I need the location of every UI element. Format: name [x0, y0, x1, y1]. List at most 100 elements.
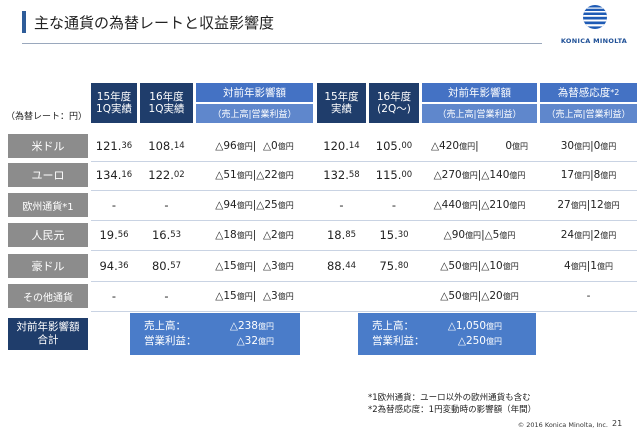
- impact2-3-op-unit: 億円: [499, 230, 516, 240]
- impact1-2: △94 億円 |△25 億円: [196, 193, 313, 217]
- footnotes: *1欧州通貨：ユーロ以外の欧州通貨も含む *2為替感応度：1円変動時の影響額（年…: [368, 392, 536, 416]
- sensitivity-4-op: |1: [586, 260, 597, 272]
- impact1-3-sales: △18: [215, 229, 237, 241]
- header-sensitivity: 為替感応度 *2: [540, 83, 637, 102]
- sensitivity-0-op-unit: 億円: [600, 141, 617, 151]
- title-bar: 主な通貨の為替レートと収益影響度: [0, 8, 545, 44]
- impact2-0-sales-unit: 億円: [459, 141, 476, 151]
- fy16q1-rate-0: 108. 14: [140, 134, 193, 158]
- impact2-1-sales-unit: 億円: [461, 170, 478, 180]
- header-fy15: 15年度 実績: [317, 83, 366, 123]
- row-divider-3: [91, 250, 637, 251]
- fy16-rate-1-dec: 00: [401, 170, 413, 180]
- total-box-fy: 売上高： △1,050億円 営業利益： △250億円: [358, 313, 536, 355]
- sensitivity-3-op: |2: [590, 229, 601, 241]
- total-fy-op: △250億円: [457, 335, 502, 347]
- fy16-rate-5: [369, 284, 419, 308]
- total-1q-op-label: 営業利益：: [144, 335, 197, 347]
- fy15q1-rate-5-int: -: [111, 289, 117, 303]
- impact2-4-op: |△10: [477, 260, 503, 272]
- total-1q-sales-label: 売上高：: [144, 320, 186, 332]
- fy15q1-rate-0: 121. 36: [91, 134, 137, 158]
- copyright: © 2016 Konica Minolta, Inc.: [517, 421, 608, 429]
- row-label-0: 米ドル: [8, 134, 88, 158]
- fy15-rate-1-int: 132.: [323, 168, 349, 182]
- row-label-2: 欧州通貨*1: [8, 193, 88, 217]
- sensitivity-1-sales-unit: 億円: [574, 170, 591, 180]
- fy15q1-rate-1-dec: 16: [121, 170, 133, 180]
- impact2-2: △440 億円 |△210 億円: [422, 193, 537, 217]
- konica-minolta-logo: KONICA MINOLTA: [552, 4, 636, 50]
- impact2-3: △90 億円 |△5 億円: [422, 223, 537, 247]
- sensitivity-4-sales: 4: [564, 260, 571, 272]
- row-label-1: ユーロ: [8, 163, 88, 187]
- row-divider-0: [91, 161, 637, 162]
- fy16-rate-2: -: [369, 193, 419, 217]
- sensitivity-0-sales-unit: 億円: [574, 141, 591, 151]
- impact2-0-op-unit: 億円: [512, 141, 529, 151]
- sensitivity-0-op: |0: [590, 140, 601, 152]
- fy16-rate-1-int: 115.: [375, 168, 402, 182]
- impact2-4: △50 億円 |△10 億円: [422, 254, 537, 278]
- impact2-2-sales: △440: [433, 199, 462, 211]
- impact1-2-op-unit: 億円: [277, 200, 294, 210]
- fy16-rate-3-dec: 30: [397, 230, 409, 240]
- fy15-rate-2-int: -: [339, 198, 344, 212]
- impact2-4-sales-unit: 億円: [461, 261, 478, 271]
- impact1-3: △18 億円 | △2 億円: [196, 223, 313, 247]
- sensitivity-4: 4 億円 |1 億円: [540, 254, 637, 278]
- fy15q1-rate-5: -: [91, 284, 137, 308]
- impact2-1-sales: △270: [433, 169, 462, 181]
- fy15q1-rate-4-int: 94.: [99, 259, 118, 273]
- impact2-0: △420 億円 | 0 億円: [422, 134, 537, 158]
- fy15-rate-0: 120. 14: [317, 134, 366, 158]
- fy16q1-rate-4: 80. 57: [140, 254, 193, 278]
- impact1-4-op: | △3: [252, 260, 278, 272]
- impact2-2-sales-unit: 億円: [461, 200, 478, 210]
- sensitivity-4-op-unit: 億円: [596, 261, 613, 271]
- impact1-0-op: | △0: [252, 140, 278, 152]
- impact1-2-sales-unit: 億円: [236, 200, 253, 210]
- impact1-5-sales: △15: [215, 290, 237, 302]
- fy15q1-rate-2: -: [91, 193, 137, 217]
- impact2-5-sales-unit: 億円: [461, 291, 478, 301]
- impact1-0-sales: △96: [215, 140, 237, 152]
- impact2-5-op: |△20: [477, 290, 503, 302]
- impact2-2-op: |△210: [477, 199, 510, 211]
- header-fy16: 16年度 (2Q～): [369, 83, 419, 123]
- fy15q1-rate-3: 19. 56: [91, 223, 137, 247]
- fy15-rate-2: -: [317, 193, 366, 217]
- fy15-rate-3-int: 18.: [326, 228, 346, 242]
- impact2-4-op-unit: 億円: [502, 261, 519, 271]
- fy16q1-rate-5-int: -: [164, 289, 169, 303]
- row-label-5: その他通貨: [8, 284, 88, 308]
- fy16q1-rate-3-dec: 53: [170, 230, 182, 240]
- sensitivity-1-sales: 17: [560, 169, 575, 181]
- fy16q1-rate-0-int: 108.: [148, 139, 174, 153]
- header-sensitivity-label: 為替感応度: [557, 87, 611, 99]
- impact2-1: △270 億円 |△140 億円: [422, 163, 537, 187]
- fy16q1-rate-2-int: -: [164, 198, 169, 212]
- row-divider-2: [91, 220, 637, 221]
- impact2-3-sales-unit: 億円: [465, 230, 482, 240]
- fy15q1-rate-0-int: 121.: [95, 139, 122, 153]
- impact2-2-op-unit: 億円: [509, 200, 526, 210]
- impact1-1-op-unit: 億円: [277, 170, 294, 180]
- impact1-5-op: | △3: [252, 290, 278, 302]
- impact2-5-op-unit: 億円: [502, 291, 519, 301]
- impact1-0: △96 億円 | △0 億円: [196, 134, 313, 158]
- sensitivity-1-op: |8: [590, 169, 601, 181]
- fy16q1-rate-2: -: [140, 193, 193, 217]
- fy16q1-rate-3: 16. 53: [140, 223, 193, 247]
- sensitivity-1-op-unit: 億円: [600, 170, 617, 180]
- header-fy15-q1: 15年度 1Q実績: [91, 83, 137, 123]
- impact1-2-sales: △94: [215, 199, 237, 211]
- fy15-rate-4-int: 88.: [326, 259, 346, 273]
- fy16q1-rate-4-int: 80.: [151, 259, 171, 273]
- total-row-label: 対前年影響額 合計: [8, 318, 88, 350]
- sensitivity-0-sales: 30: [560, 140, 575, 152]
- row-divider-5: [91, 311, 637, 312]
- fy15-rate-3-dec: 85: [345, 230, 357, 240]
- impact1-4: △15 億円 | △3 億円: [196, 254, 313, 278]
- unit-label: （為替レート：円）: [6, 112, 88, 122]
